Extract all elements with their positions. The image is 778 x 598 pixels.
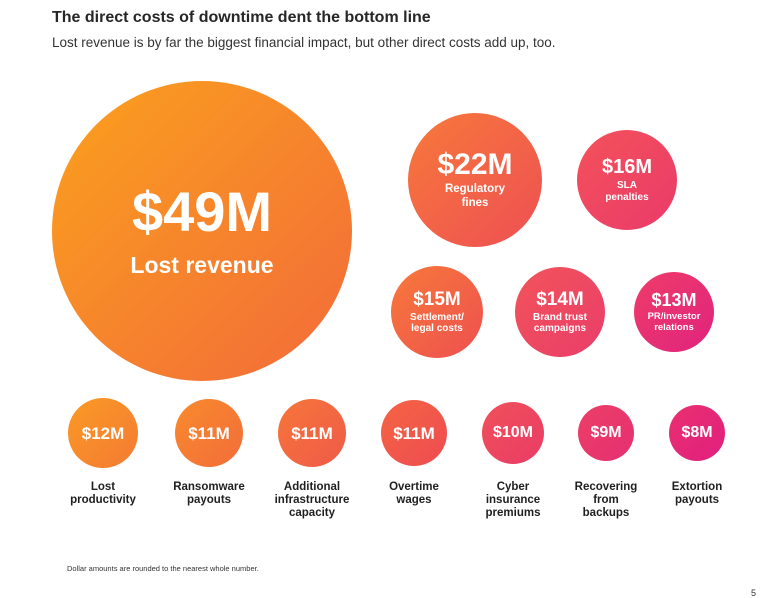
bubble-label: Settlement/legal costs bbox=[410, 311, 464, 335]
bubble-value: $12M bbox=[81, 423, 125, 443]
bubble-value: $16M bbox=[601, 156, 653, 178]
bubble-value: $9M bbox=[590, 424, 622, 441]
bubble-label: SLA penalties bbox=[605, 180, 649, 203]
bubble-6: $12M bbox=[68, 398, 138, 468]
bubble-12: $8M bbox=[669, 405, 725, 461]
bubble-value: $15M bbox=[413, 288, 461, 310]
bubble-value: $14M bbox=[536, 288, 584, 310]
bubble-label: Ransomware payouts bbox=[173, 481, 245, 507]
bubble-value: $22M bbox=[437, 148, 513, 182]
bubble-value: $49M bbox=[131, 179, 273, 243]
bubble-9: $11M bbox=[381, 400, 447, 466]
bubble-label: Overtime wages bbox=[389, 481, 439, 507]
bubble-5: $13M PR/investor relations bbox=[634, 272, 714, 352]
bubble-value: $11M bbox=[188, 423, 230, 443]
chart-title: The direct costs of downtime dent the bo… bbox=[52, 9, 431, 26]
bubble-value: $10M bbox=[492, 424, 534, 441]
bubble-value: $8M bbox=[681, 424, 713, 441]
chart-subtitle: Lost revenue is by far the biggest finan… bbox=[52, 35, 556, 50]
page-number: 5 bbox=[750, 588, 756, 598]
bubble-label: Lost productivity bbox=[70, 481, 136, 507]
bubble-0: $49M Lost revenue bbox=[52, 81, 352, 381]
bubble-3: $15M Settlement/legal costs bbox=[391, 266, 483, 358]
bubble-label: Additional infrastructure capacity bbox=[274, 481, 350, 520]
bubble-label: Regulatory fines bbox=[444, 183, 506, 209]
bubble-value: $11M bbox=[393, 423, 435, 443]
bubble-label: Brand trust campaigns bbox=[533, 311, 587, 335]
bubble-label: Lost revenue bbox=[130, 251, 274, 278]
bubble-8: $11M bbox=[278, 399, 346, 467]
bubble-2: $16M SLA penalties bbox=[577, 130, 677, 230]
footnote: Dollar amounts are rounded to the neares… bbox=[67, 564, 259, 573]
bubble-label: PR/investor relations bbox=[647, 310, 701, 333]
bubble-label: Recovering from backups bbox=[574, 481, 638, 520]
bubble-value: $11M bbox=[291, 423, 333, 443]
bubble-label: Cyber insurance premiums bbox=[485, 481, 541, 520]
bubble-1: $22M Regulatory fines bbox=[408, 113, 542, 247]
bubble-4: $14M Brand trust campaigns bbox=[515, 267, 605, 357]
bubble-10: $10M bbox=[482, 402, 544, 464]
bubble-label: Extortion payouts bbox=[671, 481, 723, 507]
bubble-7: $11M bbox=[175, 399, 243, 467]
bubble-11: $9M bbox=[578, 405, 634, 461]
bubble-value: $13M bbox=[651, 289, 697, 310]
